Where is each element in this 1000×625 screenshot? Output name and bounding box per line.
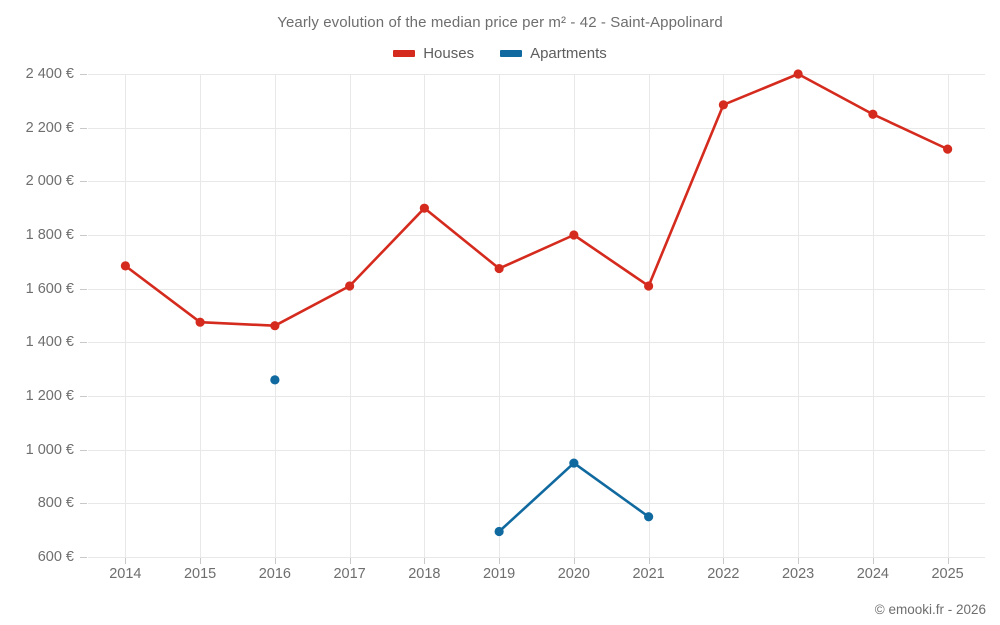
gridline-vertical (349, 74, 351, 557)
y-axis-tick-label: 1 200 € (25, 388, 74, 404)
y-axis-tick-mark (80, 235, 87, 236)
x-axis-tick-mark (274, 557, 276, 564)
gridline-vertical (798, 74, 800, 557)
data-point-houses[interactable] (195, 317, 205, 327)
x-axis-tick-label: 2015 (183, 566, 217, 582)
data-point-houses[interactable] (494, 263, 504, 274)
legend-item-apartments[interactable]: Apartments (500, 45, 607, 62)
data-point-apartments[interactable] (644, 512, 654, 522)
gridline-vertical (947, 74, 949, 557)
data-point-houses[interactable] (793, 69, 803, 79)
data-point-apartments[interactable] (569, 458, 579, 468)
legend-swatch-houses (393, 50, 416, 57)
x-axis-tick-label: 2025 (931, 566, 964, 582)
gridline-vertical (274, 74, 276, 557)
data-point-apartments[interactable] (270, 375, 280, 385)
data-point-houses[interactable] (644, 281, 654, 291)
x-axis-tick-label: 2018 (408, 566, 441, 582)
gridline-horizontal (88, 503, 985, 505)
y-axis-tick-mark (80, 449, 87, 451)
gridline-vertical (125, 74, 127, 557)
x-axis-tick-mark (125, 557, 127, 564)
y-axis-tick-mark (80, 127, 87, 129)
gridline-vertical (872, 74, 874, 557)
x-axis-tick-label: 2016 (258, 566, 292, 582)
x-axis-tick-mark (723, 557, 725, 564)
gridline-horizontal (88, 288, 985, 290)
x-axis-tick-mark (499, 557, 501, 564)
data-point-houses[interactable] (868, 109, 878, 119)
x-axis-tick-mark (798, 557, 800, 564)
gridline-vertical (648, 74, 650, 557)
data-point-houses[interactable] (419, 203, 429, 213)
gridline-vertical (200, 74, 202, 557)
x-axis-tick-mark (648, 557, 650, 564)
x-axis-tick-label: 2024 (856, 566, 890, 582)
y-axis-tick-mark (80, 181, 87, 183)
series-line-apartments (497, 461, 650, 533)
y-axis-tick-label: 1 800 € (25, 227, 74, 243)
x-axis-tick-label: 2019 (482, 566, 516, 582)
chart-legend: Houses Apartments (0, 45, 1000, 62)
x-axis-tick-label: 2021 (632, 566, 665, 582)
data-point-apartments[interactable] (494, 526, 504, 537)
y-axis: 600 € 800 € 1 000 € 1 200 € 1 400 € 1 600 € 1 … (0, 0, 74, 625)
x-axis-tick-mark (200, 557, 202, 564)
y-axis-tick-label: 600 € (37, 549, 74, 565)
data-point-houses[interactable] (270, 321, 280, 331)
footer-credit: © emooki.fr - 2026 (874, 602, 986, 617)
x-axis-tick-mark (947, 557, 949, 564)
gridline-horizontal (88, 235, 985, 236)
y-axis-tick-mark (80, 74, 87, 75)
y-axis-tick-mark (80, 557, 87, 558)
x-axis-tick-label: 2022 (707, 566, 740, 582)
gridline-horizontal (88, 181, 985, 183)
y-axis-tick-mark (80, 503, 87, 505)
x-axis-tick-mark (424, 557, 426, 564)
data-point-houses[interactable] (345, 281, 355, 291)
legend-label-apartments: Apartments (530, 45, 607, 62)
legend-label-houses: Houses (423, 45, 475, 62)
legend-item-houses[interactable]: Houses (393, 45, 474, 62)
y-axis-tick-label: 2 200 € (25, 119, 74, 136)
data-point-houses[interactable] (569, 230, 579, 240)
data-series-layer (120, 69, 953, 537)
gridline-vertical (573, 74, 575, 557)
x-axis-tick-label: 2017 (333, 566, 366, 582)
gridline-horizontal (88, 396, 985, 397)
x-axis-tick-label: 2023 (781, 566, 815, 582)
y-axis-tick-label: 1 000 € (25, 441, 74, 458)
y-axis-tick-mark (80, 396, 87, 397)
y-axis-tick-label: 2 000 € (25, 173, 74, 190)
data-point-houses[interactable] (120, 261, 130, 271)
x-axis-tick-label: 2020 (557, 566, 591, 582)
x-axis-tick-mark (573, 557, 575, 564)
gridline-horizontal (88, 342, 985, 344)
x-axis-tick-label: 2014 (109, 566, 142, 582)
data-point-houses[interactable] (943, 144, 953, 154)
legend-swatch-apartments (500, 50, 523, 57)
x-axis-tick-mark (872, 557, 874, 564)
gridline-horizontal (88, 449, 985, 451)
gridline-horizontal (88, 74, 985, 75)
x-axis-tick-mark (349, 557, 351, 564)
gridline-vertical (723, 74, 725, 557)
plot-area (88, 69, 985, 558)
gridline-horizontal (88, 127, 985, 129)
gridline-vertical (499, 74, 501, 557)
series-line-houses (124, 72, 949, 327)
y-axis-tick-label: 800 € (37, 495, 74, 512)
chart-title: Yearly evolution of the median price per… (277, 14, 723, 31)
y-axis-tick-mark (80, 288, 87, 290)
gridline-horizontal (88, 557, 985, 558)
y-axis-tick-label: 1 600 € (25, 280, 74, 297)
y-axis-tick-label: 1 400 € (25, 334, 74, 351)
y-axis-tick-mark (80, 342, 87, 344)
gridline-vertical (424, 74, 426, 557)
y-axis-tick-label: 2 400 € (25, 66, 74, 82)
data-point-houses[interactable] (718, 100, 728, 110)
